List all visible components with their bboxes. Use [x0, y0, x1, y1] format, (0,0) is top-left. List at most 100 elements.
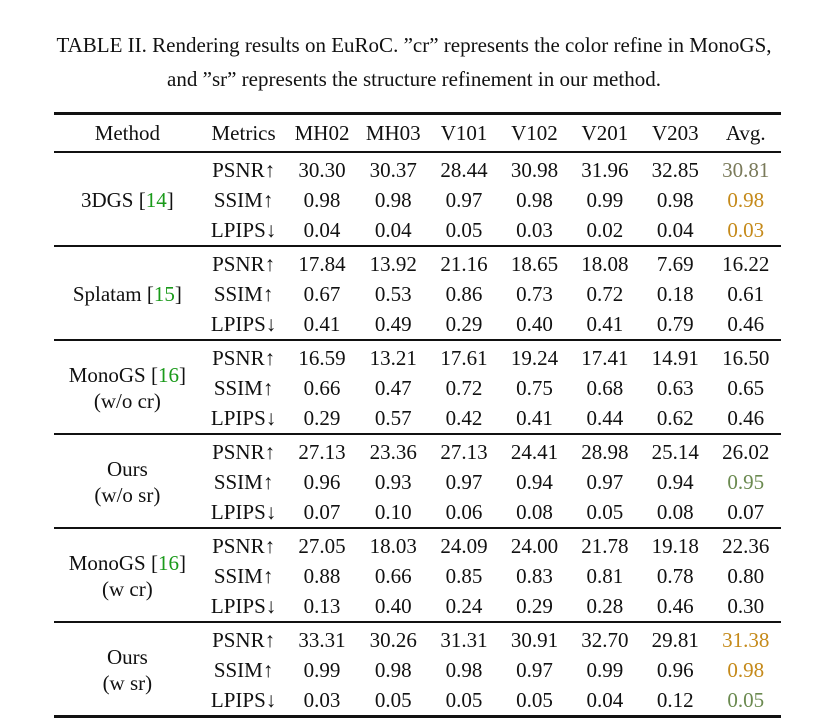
metric-value: 0.67	[303, 281, 341, 306]
metric-value: 30.91	[510, 627, 559, 652]
metric-value: 25.14	[651, 439, 699, 464]
metric-value: 0.81	[586, 563, 624, 588]
avg-value: 0.95	[727, 469, 765, 494]
metric-value: 30.30	[298, 157, 346, 182]
metric-value: 0.93	[374, 469, 412, 494]
table-row: SSIM↑ 0.99 0.98 0.98 0.97 0.99 0.96 0.98	[54, 655, 781, 685]
metric-value: 0.94	[516, 469, 553, 494]
table-row: LPIPS↓ 0.03 0.05 0.05 0.05 0.04 0.12 0.05	[54, 685, 781, 717]
table-row: LPIPS↓ 0.41 0.49 0.29 0.40 0.41 0.79 0.46	[54, 309, 781, 340]
metric-value: 0.98	[303, 187, 341, 212]
avg-value: 0.80	[727, 563, 765, 588]
metric-value: 0.05	[374, 687, 412, 712]
method-label: 3DGS [	[80, 188, 146, 212]
metric-value: 24.41	[510, 439, 559, 464]
method-name: Splatam [15]	[54, 246, 201, 340]
table-row: MonoGS [16] (w/o cr) PSNR↑ 16.59 13.21 17.61 1…	[54, 340, 781, 414]
metric-value: 0.62	[656, 405, 694, 430]
metric-value: 0.05	[445, 687, 483, 712]
avg-value: 0.03	[727, 217, 765, 242]
metric-value: 0.41	[516, 405, 553, 430]
method-group: MonoGS [16] (w cr) PSNR↑ 27.05 18.03 24.09 24.…	[54, 528, 781, 622]
metric-value: 33.31	[298, 627, 346, 652]
metric-value: 0.97	[586, 469, 624, 494]
citation-bracket: ]	[166, 188, 174, 212]
metric-name: LPIPS↓	[210, 311, 277, 336]
method-variant: (w sr)	[102, 671, 153, 695]
method-variant: (w/o sr)	[94, 483, 161, 507]
citation-ref: 15	[153, 282, 175, 306]
header-method: Method	[94, 120, 161, 145]
metric-value: 0.41	[586, 311, 624, 336]
metric-value: 0.98	[516, 187, 553, 212]
avg-value: 0.98	[727, 657, 765, 682]
metric-value: 16.59	[298, 345, 346, 370]
method-group: Ours (w/o sr) PSNR↑ 27.13 23.36 27.13 24.41 28.…	[54, 434, 781, 528]
avg-value: 0.98	[727, 187, 765, 212]
metric-value: 0.96	[303, 469, 341, 494]
metric-value: 0.75	[516, 375, 553, 400]
avg-value: 0.65	[727, 375, 765, 400]
avg-value: 0.30	[727, 593, 765, 618]
metric-value: 0.49	[374, 311, 412, 336]
avg-value: 0.05	[727, 687, 765, 712]
metric-value: 0.98	[445, 657, 483, 682]
metric-value: 0.63	[656, 375, 694, 400]
metric-value: 0.98	[374, 187, 412, 212]
metric-value: 31.31	[440, 627, 488, 652]
metric-value: 0.18	[656, 281, 694, 306]
metric-value: 0.29	[445, 311, 483, 336]
metric-value: 0.66	[374, 563, 412, 588]
avg-value: 0.61	[727, 281, 765, 306]
citation-ref: 16	[157, 551, 179, 575]
metric-value: 0.42	[445, 405, 483, 430]
metric-name: PSNR↑	[212, 345, 276, 370]
metric-name: PSNR↑	[212, 627, 276, 652]
citation-ref: 16	[157, 363, 179, 387]
metric-value: 24.09	[440, 533, 488, 558]
metric-name: PSNR↑	[212, 157, 276, 182]
metric-value: 0.40	[374, 593, 412, 618]
metric-value: 0.46	[656, 593, 694, 618]
table-row: 3DGS [14] PSNR↑ 30.30 30.37 28.44 30.98 31.96 3…	[54, 152, 781, 213]
metric-value: 18.08	[581, 251, 629, 276]
metric-value: 21.16	[440, 251, 488, 276]
method-line1: MonoGS [16]	[54, 362, 201, 388]
metric-value: 17.61	[440, 345, 488, 370]
metric-value: 17.84	[298, 251, 346, 276]
table-caption: TABLE II. Rendering results on EuRoC. ”c…	[40, 28, 788, 96]
method-group: 3DGS [14] PSNR↑ 30.30 30.37 28.44 30.98 31.96 3…	[54, 152, 781, 246]
method-variant: (w/o cr)	[93, 389, 161, 413]
metric-name: SSIM↑	[213, 281, 274, 306]
metric-value: 28.44	[440, 157, 488, 182]
metric-value: 30.26	[369, 627, 417, 652]
avg-value: 16.50	[722, 345, 770, 370]
metric-value: 0.85	[445, 563, 483, 588]
metric-value: 0.83	[516, 563, 553, 588]
metric-value: 0.06	[445, 499, 483, 524]
metric-value: 0.86	[445, 281, 483, 306]
method-name: MonoGS [16] (w/o cr)	[54, 340, 201, 434]
metric-value: 32.70	[581, 627, 629, 652]
method-group: MonoGS [16] (w/o cr) PSNR↑ 16.59 13.21 17.61 1…	[54, 340, 781, 434]
avg-value: 31.38	[722, 627, 770, 652]
metric-value: 0.40	[516, 311, 553, 336]
header-v203: V203	[651, 120, 699, 145]
metric-value: 0.47	[374, 375, 412, 400]
metric-value: 0.03	[303, 687, 341, 712]
metric-value: 14.91	[651, 345, 699, 370]
avg-value: 16.22	[722, 251, 770, 276]
metric-value: 0.04	[303, 217, 341, 242]
avg-value: 26.02	[722, 439, 770, 464]
metric-value: 0.13	[303, 593, 341, 618]
header-v101: V101	[440, 120, 488, 145]
metric-value: 0.24	[445, 593, 483, 618]
method-group: Splatam [15] PSNR↑ 17.84 13.92 21.16 18.65 18.…	[54, 246, 781, 340]
metric-value: 0.05	[586, 499, 624, 524]
metric-name: PSNR↑	[212, 533, 276, 558]
metric-value: 0.78	[656, 563, 694, 588]
metric-value: 0.07	[303, 499, 341, 524]
metric-value: 13.92	[369, 251, 417, 276]
method-label: MonoGS [	[68, 551, 158, 575]
citation-bracket: ]	[178, 363, 186, 387]
